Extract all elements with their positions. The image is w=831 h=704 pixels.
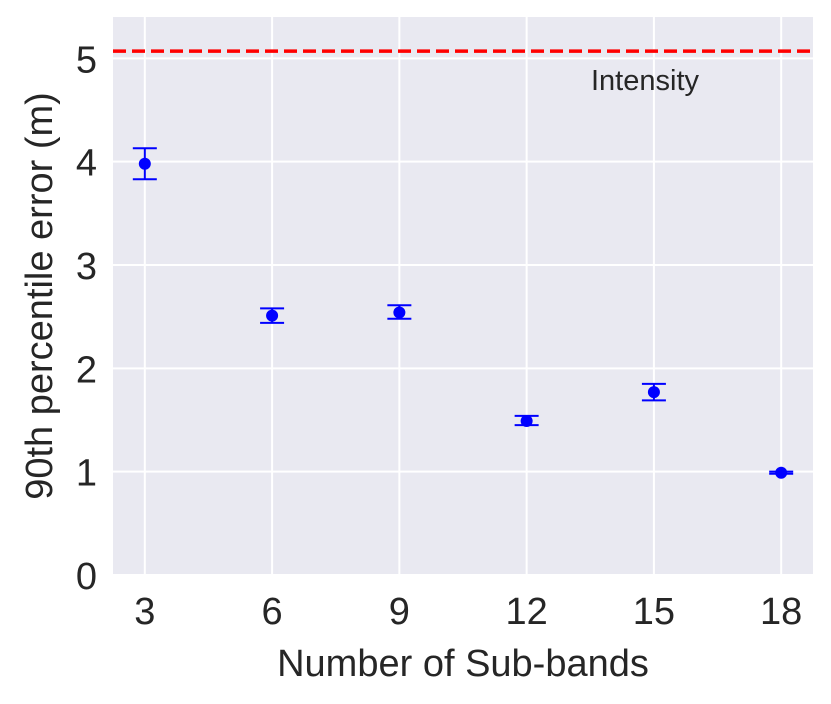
x-tick-labels: 3 6 9 12 15 18 <box>134 591 802 633</box>
data-point <box>775 466 788 479</box>
data-point-group <box>387 304 412 320</box>
x-tick-label: 3 <box>134 591 155 633</box>
data-points <box>132 147 794 479</box>
data-point <box>138 157 151 170</box>
intensity-annotation: Intensity <box>591 65 699 97</box>
data-point-group <box>514 414 539 428</box>
y-tick-label: 3 <box>76 246 97 288</box>
x-tick-label: 9 <box>389 591 410 633</box>
x-tick-label: 6 <box>262 591 283 633</box>
y-tick-label: 1 <box>76 453 97 495</box>
data-point <box>266 309 279 322</box>
x-axis-title: Number of Sub-bands <box>277 643 649 685</box>
y-tick-label: 0 <box>76 556 97 598</box>
y-tick-labels: 0 1 2 3 4 5 <box>76 39 97 598</box>
data-point <box>647 386 660 399</box>
y-tick-label: 2 <box>76 349 97 391</box>
data-point <box>393 306 406 319</box>
plot-area <box>113 17 813 575</box>
x-tick-label: 18 <box>760 591 802 633</box>
y-tick-label: 4 <box>76 143 97 185</box>
grid <box>113 17 813 576</box>
data-point-group <box>132 147 157 181</box>
x-tick-label: 15 <box>633 591 675 633</box>
data-point-group <box>641 382 666 402</box>
data-point-group <box>260 307 285 324</box>
y-axis-title: 90th percentile error (m) <box>19 92 61 500</box>
x-tick-label: 12 <box>505 591 547 633</box>
data-point <box>520 415 533 428</box>
data-point-group <box>769 466 794 479</box>
y-tick-label: 5 <box>76 39 97 81</box>
